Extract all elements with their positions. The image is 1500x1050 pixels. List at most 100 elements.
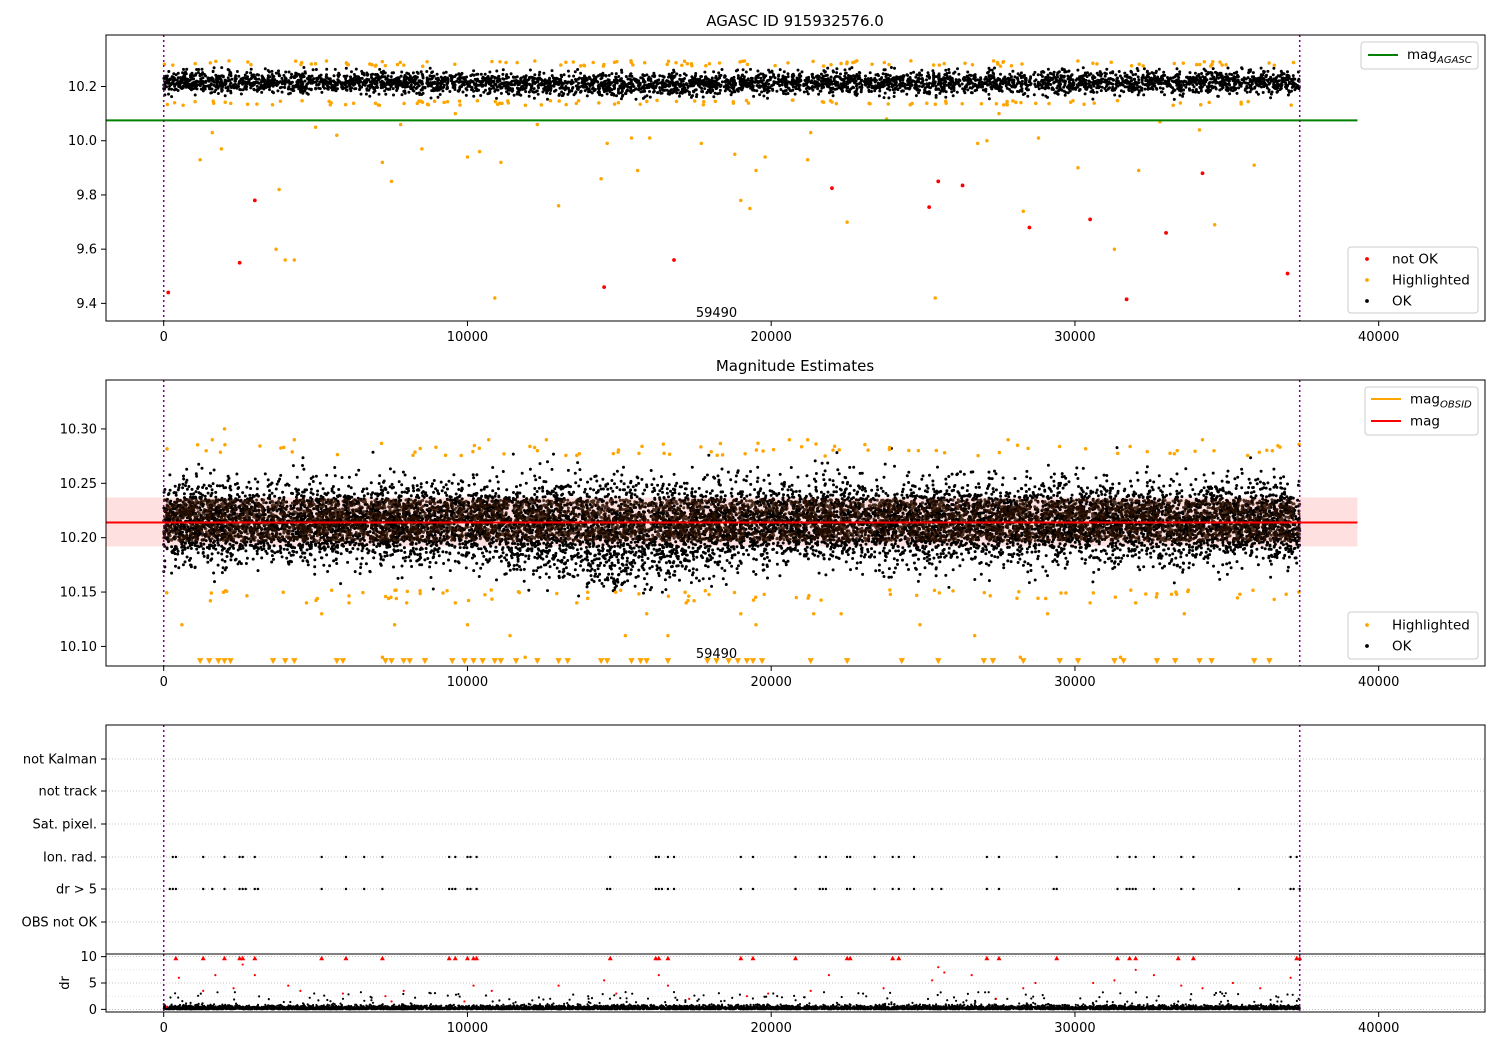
p1-ytick-label: 10.2 xyxy=(68,80,97,95)
p1-xtick-label: 40000 xyxy=(1358,330,1399,345)
dr-capped-marker xyxy=(665,955,671,961)
p1-xtick-label: 10000 xyxy=(447,330,488,345)
p2-ytick-label: 10.30 xyxy=(60,422,97,437)
off-scale-marker xyxy=(491,658,498,665)
off-scale-marker xyxy=(725,658,732,665)
off-scale-marker xyxy=(1056,658,1063,665)
not-ok-point xyxy=(1124,297,1129,302)
off-scale-marker xyxy=(196,658,204,665)
p2-ytick-label: 10.10 xyxy=(60,640,97,655)
panel2-frame xyxy=(105,379,1486,667)
legend-marker xyxy=(1365,623,1369,627)
off-scale-marker xyxy=(734,658,741,665)
dr-red-point xyxy=(1034,981,1037,985)
off-scale-marker xyxy=(470,658,477,665)
panel1-legend: magAGASC not OK Highlighted OK xyxy=(1347,41,1479,314)
off-scale-marker xyxy=(743,658,751,665)
dr-capped-marker xyxy=(750,955,756,961)
legend-marker xyxy=(1365,644,1369,648)
dr-capped-marker xyxy=(996,955,1002,961)
p2-ytick-label: 10.25 xyxy=(60,477,97,492)
dr-capped-marker xyxy=(464,955,470,961)
legend-mag-agasc-label: magAGASC xyxy=(1407,47,1472,66)
off-scale-marker xyxy=(628,658,635,665)
legend-label: Highlighted xyxy=(1392,618,1470,634)
flag-ytick-label: dr > 5 xyxy=(56,883,97,898)
legend-line-label: magOBSID xyxy=(1410,392,1472,411)
dr-red-point xyxy=(299,989,302,993)
dr-red-point xyxy=(603,979,606,982)
dr-red-point xyxy=(688,997,691,1000)
p3-xtick-label: 20000 xyxy=(751,1021,792,1036)
not-ok-point xyxy=(960,183,965,188)
dr-red-point xyxy=(615,992,618,995)
off-scale-marker xyxy=(1120,658,1127,665)
dr-ytick-label: 0 xyxy=(89,1003,97,1018)
off-scale-marker xyxy=(206,658,213,665)
dr-red-point xyxy=(970,973,973,977)
panel1-frame xyxy=(105,34,1486,322)
not-ok-point xyxy=(602,285,607,290)
dr-red-point xyxy=(472,984,475,987)
legend-marker xyxy=(1365,278,1369,282)
dr-capped-marker xyxy=(847,955,853,961)
legend-line-label: mag xyxy=(1410,414,1440,430)
legend-label: OK xyxy=(1392,639,1413,655)
dr-capped-marker xyxy=(221,955,227,961)
flag-ytick-label: not track xyxy=(38,785,97,800)
not-ok-point xyxy=(1200,171,1205,176)
off-scale-marker xyxy=(1020,658,1027,665)
highlighted-points xyxy=(164,427,1301,660)
panel1-data xyxy=(106,35,1358,321)
panel2-title: Magnitude Estimates xyxy=(716,357,874,375)
not-ok-point xyxy=(927,205,932,210)
dr-capped-marker xyxy=(252,955,258,961)
dr-capped-marker xyxy=(1114,955,1120,961)
p1-xtick-label: 0 xyxy=(160,330,168,345)
dr-red-point xyxy=(931,979,934,982)
not-ok-point xyxy=(1027,225,1032,230)
dr-red-point xyxy=(390,1000,393,1003)
dr-capped-marker xyxy=(607,955,613,961)
off-scale-marker xyxy=(1171,658,1179,665)
dr-red-point xyxy=(827,973,831,977)
off-scale-marker xyxy=(1266,658,1273,665)
dr-red-point xyxy=(384,995,387,998)
dr-red-point xyxy=(402,989,405,993)
dr-capped-marker xyxy=(793,955,798,961)
dr-points xyxy=(162,990,1301,1011)
off-scale-marker xyxy=(406,658,413,665)
p3-xtick-label: 40000 xyxy=(1358,1021,1399,1036)
off-scale-marker xyxy=(1153,658,1161,665)
dr-red-point xyxy=(1113,979,1116,982)
flags-data xyxy=(106,725,1485,954)
off-scale-marker xyxy=(227,658,234,665)
p3-xtick-label: 30000 xyxy=(1054,1021,1095,1036)
p1-xtick-label: 30000 xyxy=(1054,330,1095,345)
dr-red-point xyxy=(745,995,749,998)
dr-red-point xyxy=(1092,981,1095,985)
off-scale-marker xyxy=(333,658,341,665)
dr-ytick-label: 10 xyxy=(80,950,97,965)
flag-ytick-label: not Kalman xyxy=(23,753,97,768)
not-ok-point xyxy=(830,186,834,191)
off-scale-marker xyxy=(1208,658,1215,665)
dr-red-point xyxy=(1201,987,1204,990)
dr-red-point xyxy=(666,984,670,987)
dr-red-point xyxy=(1022,987,1025,990)
off-scale-marker xyxy=(461,658,468,665)
not-ok-point xyxy=(252,198,257,203)
dr-capped-marker xyxy=(1054,955,1060,961)
dr-red-point xyxy=(557,984,560,987)
dr-red-point xyxy=(177,976,180,979)
dr-red-point xyxy=(241,963,244,966)
dr-red-point xyxy=(463,1000,466,1003)
dr-red-point xyxy=(943,971,946,974)
dr-ylabel: dr xyxy=(58,976,73,990)
dr-data xyxy=(106,954,1485,1012)
legend-label: OK xyxy=(1392,294,1413,310)
panel3-frame xyxy=(105,724,1486,1013)
legend-marker xyxy=(1365,299,1369,303)
off-scale-marker xyxy=(637,658,644,665)
dr-capped-marker xyxy=(446,955,452,961)
